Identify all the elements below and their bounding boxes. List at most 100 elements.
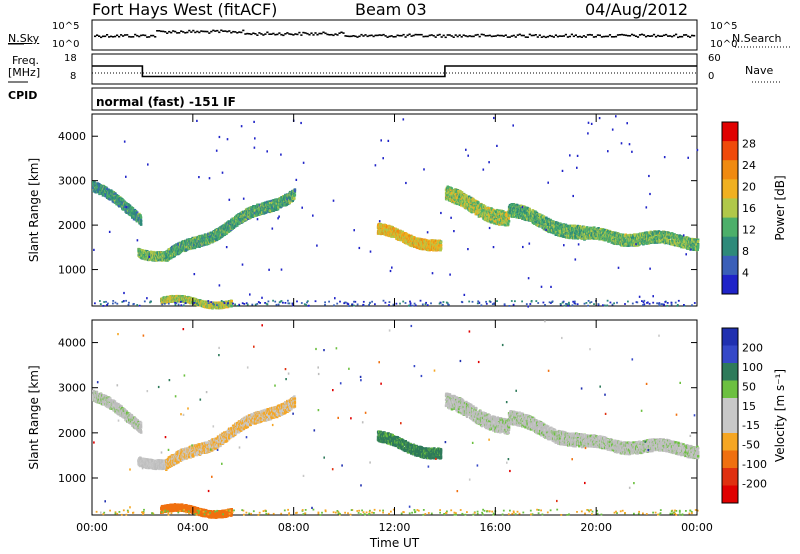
noise-sample	[368, 34, 371, 37]
noise-sample	[168, 30, 171, 33]
noise-sample	[256, 34, 259, 36]
echo-cell	[139, 219, 143, 223]
noise-sample	[652, 33, 656, 36]
noise-sample	[318, 32, 321, 35]
noise-sample	[180, 30, 183, 32]
noise-sample	[522, 34, 525, 37]
noise-sample	[334, 33, 337, 35]
noise-sample	[458, 34, 461, 36]
noise-sample	[570, 33, 573, 36]
noise-sample	[262, 34, 265, 36]
noise-sample	[154, 36, 157, 38]
noise-sample	[679, 35, 682, 38]
noise-sample	[514, 36, 517, 38]
noise-sample	[332, 34, 335, 37]
noise-sample	[198, 31, 201, 34]
noise-sample	[632, 34, 636, 37]
noise-sample	[104, 35, 107, 38]
echo-cell	[117, 195, 120, 198]
noise-sample	[212, 29, 215, 32]
noise-sample	[480, 33, 483, 36]
noise-sample	[398, 34, 401, 37]
noise-sample	[124, 34, 127, 36]
noise-sample	[184, 32, 187, 34]
noise-sample	[636, 36, 640, 38]
echo-cell	[175, 243, 178, 246]
noise-sample	[272, 32, 275, 35]
noise-sample	[236, 32, 239, 34]
noise-sample	[410, 35, 413, 37]
echo-cell	[293, 188, 297, 191]
noise-sample	[675, 33, 678, 36]
noise-sample	[586, 34, 589, 36]
noise-sample	[556, 35, 559, 38]
noise-sample	[310, 32, 313, 34]
nave-label: Nave	[745, 64, 774, 77]
noise-sample	[634, 35, 638, 37]
noise-left-tick-bottom: 10^0	[52, 39, 80, 50]
noise-sample	[286, 32, 289, 34]
noise-sample	[488, 34, 491, 37]
echo-cell	[125, 202, 128, 205]
echo-cells	[92, 115, 700, 310]
noise-sample	[544, 36, 547, 39]
echo-cell	[163, 258, 166, 262]
noise-sample	[516, 34, 519, 36]
noise-sample	[600, 36, 603, 38]
noise-sample	[170, 31, 173, 34]
noise-sample	[330, 33, 333, 36]
noise-sample	[246, 32, 249, 35]
noise-sample	[444, 36, 447, 39]
noise-sample	[422, 35, 425, 38]
noise-sample	[174, 30, 177, 33]
noise-sample	[691, 34, 694, 37]
noise-sample	[626, 34, 630, 37]
noise-sample	[216, 29, 219, 32]
noise-sample	[536, 36, 539, 38]
cpid-mode-text: normal (fast) -151 IF	[96, 95, 236, 109]
noise-sample	[512, 34, 515, 37]
noise-sample	[564, 33, 567, 36]
noise-sample	[258, 32, 261, 34]
noise-sample	[214, 30, 217, 32]
noise-sample	[462, 34, 465, 36]
noise-sample	[408, 33, 411, 36]
noise-sample	[528, 33, 531, 36]
noise-sample	[650, 35, 654, 37]
noise-sample	[176, 32, 179, 34]
noise-sample	[230, 31, 233, 34]
echo-cell	[169, 255, 173, 258]
noise-sample	[202, 30, 205, 33]
noise-sample	[618, 34, 622, 36]
noise-sample	[128, 35, 131, 38]
noise-sample	[270, 33, 273, 35]
echo-cell	[107, 195, 110, 199]
echo-cell	[150, 250, 153, 254]
noise-sample	[208, 32, 211, 34]
echo-cell	[98, 183, 101, 186]
noise-sample	[188, 29, 191, 32]
noise-sample	[576, 36, 579, 38]
noise-sample	[248, 33, 251, 35]
noise-sample	[370, 34, 373, 37]
noise-sample	[220, 29, 223, 32]
noise-sample	[322, 31, 325, 34]
noise-sample	[316, 33, 319, 36]
echo-cell	[230, 300, 233, 303]
noise-sample	[400, 34, 403, 37]
noise-sample	[638, 34, 642, 36]
noise-sample	[456, 35, 459, 38]
noise-sample	[667, 35, 670, 37]
noise-sample	[669, 35, 672, 37]
noise-sample	[642, 34, 646, 36]
echo-cell	[148, 254, 151, 257]
noise-sample	[342, 32, 345, 34]
noise-sample	[158, 30, 161, 32]
noise-sample	[542, 35, 545, 38]
noise-sample	[254, 33, 257, 35]
noise-sample	[498, 34, 501, 37]
noise-sample	[562, 35, 565, 37]
echo-cell	[158, 258, 161, 262]
noise-sample	[152, 34, 155, 37]
